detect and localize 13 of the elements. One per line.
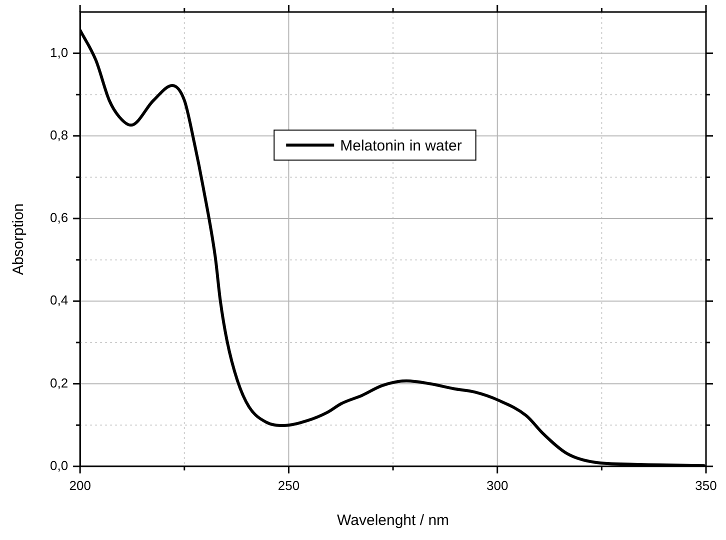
x-tick-label: 250 — [278, 478, 300, 493]
y-tick-label: 0,6 — [50, 210, 68, 226]
x-axis-title: Wavelenght / nm — [337, 512, 450, 530]
y-axis-title: Absorption — [10, 203, 28, 276]
x-tick-label: 300 — [486, 478, 508, 493]
x-tick-label: 350 — [695, 478, 717, 493]
y-tick-label: 0,8 — [50, 128, 68, 143]
y-tick-label: 0,4 — [50, 292, 68, 308]
legend-label: Melatonin in water — [340, 137, 462, 154]
x-tick-label: 200 — [69, 478, 91, 493]
y-tick-label: 0,2 — [50, 375, 68, 390]
y-tick-label: 0,0 — [50, 458, 68, 473]
y-tick-label: 1,0 — [50, 44, 68, 60]
